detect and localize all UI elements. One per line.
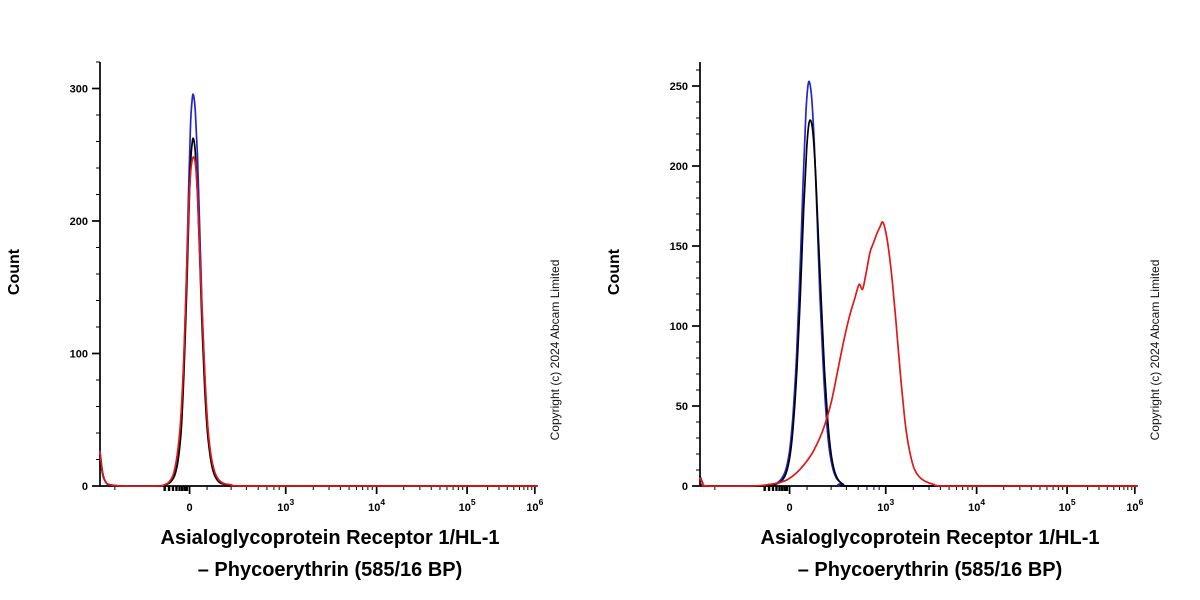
- flow-histogram-plot-left: 0 100 200 300 0 103 104 105 106: [70, 61, 544, 514]
- x-tick-label: 106: [1126, 497, 1143, 514]
- axes: [92, 61, 537, 494]
- x-axis-label-line2: – Phycoerythrin (585/16 BP): [797, 559, 1063, 581]
- y-tick-label: 0: [682, 481, 688, 493]
- histogram-curve-red: [699, 221, 1138, 487]
- x-tick-label: 105: [459, 497, 476, 514]
- histogram-curve-black: [699, 119, 1138, 487]
- x-tick-label: 105: [1059, 497, 1076, 514]
- y-axis-label: Count: [606, 248, 623, 296]
- x-tick-label: 103: [277, 497, 294, 514]
- x-axis-label: Asialoglycoprotein Receptor 1/HL-1 – Phy…: [40, 522, 620, 586]
- histogram-panel-right: 0 50 100 150 200 250 0 103 104 105 106 Count Copyr…: [600, 0, 1200, 600]
- y-tick-label: 100: [670, 321, 688, 333]
- copyright-text: Copyright (c) 2024 Abcam Limited: [1148, 259, 1162, 441]
- x-axis-label-line1: Asialoglycoprotein Receptor 1/HL-1: [760, 527, 1100, 549]
- copyright-text: Copyright (c) 2024 Abcam Limited: [548, 259, 562, 441]
- histogram-curve-red: [99, 156, 538, 487]
- x-tick-label: 106: [526, 497, 543, 514]
- x-tick-label: 104: [368, 497, 385, 514]
- x-axis-label-line2: – Phycoerythrin (585/16 BP): [197, 559, 463, 581]
- y-tick-label: 250: [670, 81, 688, 93]
- y-tick-label: 150: [670, 241, 688, 253]
- histogram-curve-black: [99, 137, 538, 487]
- axes: [692, 62, 1137, 494]
- y-tick-label: 50: [676, 401, 688, 413]
- y-tick-label: 200: [670, 161, 688, 173]
- y-tick-label: 300: [70, 84, 88, 96]
- x-axis-label: Asialoglycoprotein Receptor 1/HL-1 – Phy…: [640, 522, 1200, 586]
- x-tick-label: 103: [877, 497, 894, 514]
- y-tick-label: 0: [82, 481, 88, 493]
- histogram-curve-blue: [699, 80, 1138, 487]
- x-axis-label-line1: Asialoglycoprotein Receptor 1/HL-1: [160, 527, 500, 549]
- x-tick-label: 0: [187, 502, 193, 514]
- histogram-curve-blue: [99, 93, 538, 487]
- y-tick-label: 100: [70, 349, 88, 361]
- flow-histogram-plot-right: 0 50 100 150 200 250 0 103 104 105 106: [670, 62, 1144, 514]
- histogram-panel-left: 0 100 200 300 0 103 104 105 106 Count Copyright …: [6, 61, 562, 581]
- y-axis-label: Count: [6, 248, 23, 296]
- x-tick-label: 104: [968, 497, 985, 514]
- x-tick-label: 0: [787, 502, 793, 514]
- y-tick-label: 200: [70, 216, 88, 228]
